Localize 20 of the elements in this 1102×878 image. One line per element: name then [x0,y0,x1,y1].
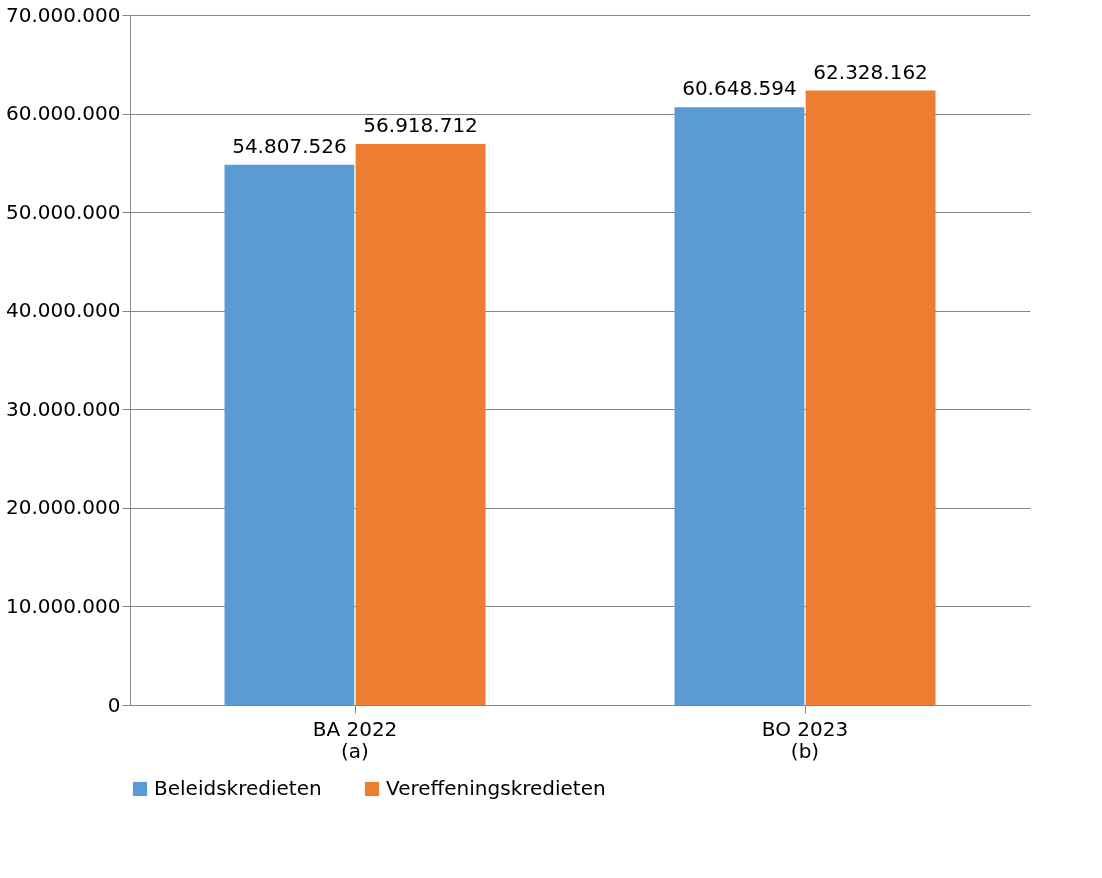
data-label: 54.807.526 [232,133,347,158]
y-tick-label: 40.000.000 [5,298,121,323]
y-tick-label: 0 [107,692,121,717]
x-tick-label: BO 2023 (b) [761,716,849,763]
bar [355,143,486,705]
data-label: 62.328.162 [813,59,928,84]
data-label: 60.648.594 [682,76,797,101]
legend-label: Beleidskredieten [154,776,322,800]
bar [224,164,355,705]
y-tick-label: 20.000.000 [5,495,121,520]
y-tick-label: 50.000.000 [5,199,121,224]
y-tick-label: 30.000.000 [5,396,121,421]
y-tick-label: 60.000.000 [5,101,121,126]
data-label: 56.918.712 [363,112,478,137]
y-tick-label: 10.000.000 [5,593,121,618]
legend-label: Vereffeningskredieten [386,776,606,800]
y-tick-label: 70.000.000 [5,2,121,27]
x-tick-label: BA 2022 (a) [312,716,398,763]
bar [805,90,936,705]
bar [674,107,805,705]
